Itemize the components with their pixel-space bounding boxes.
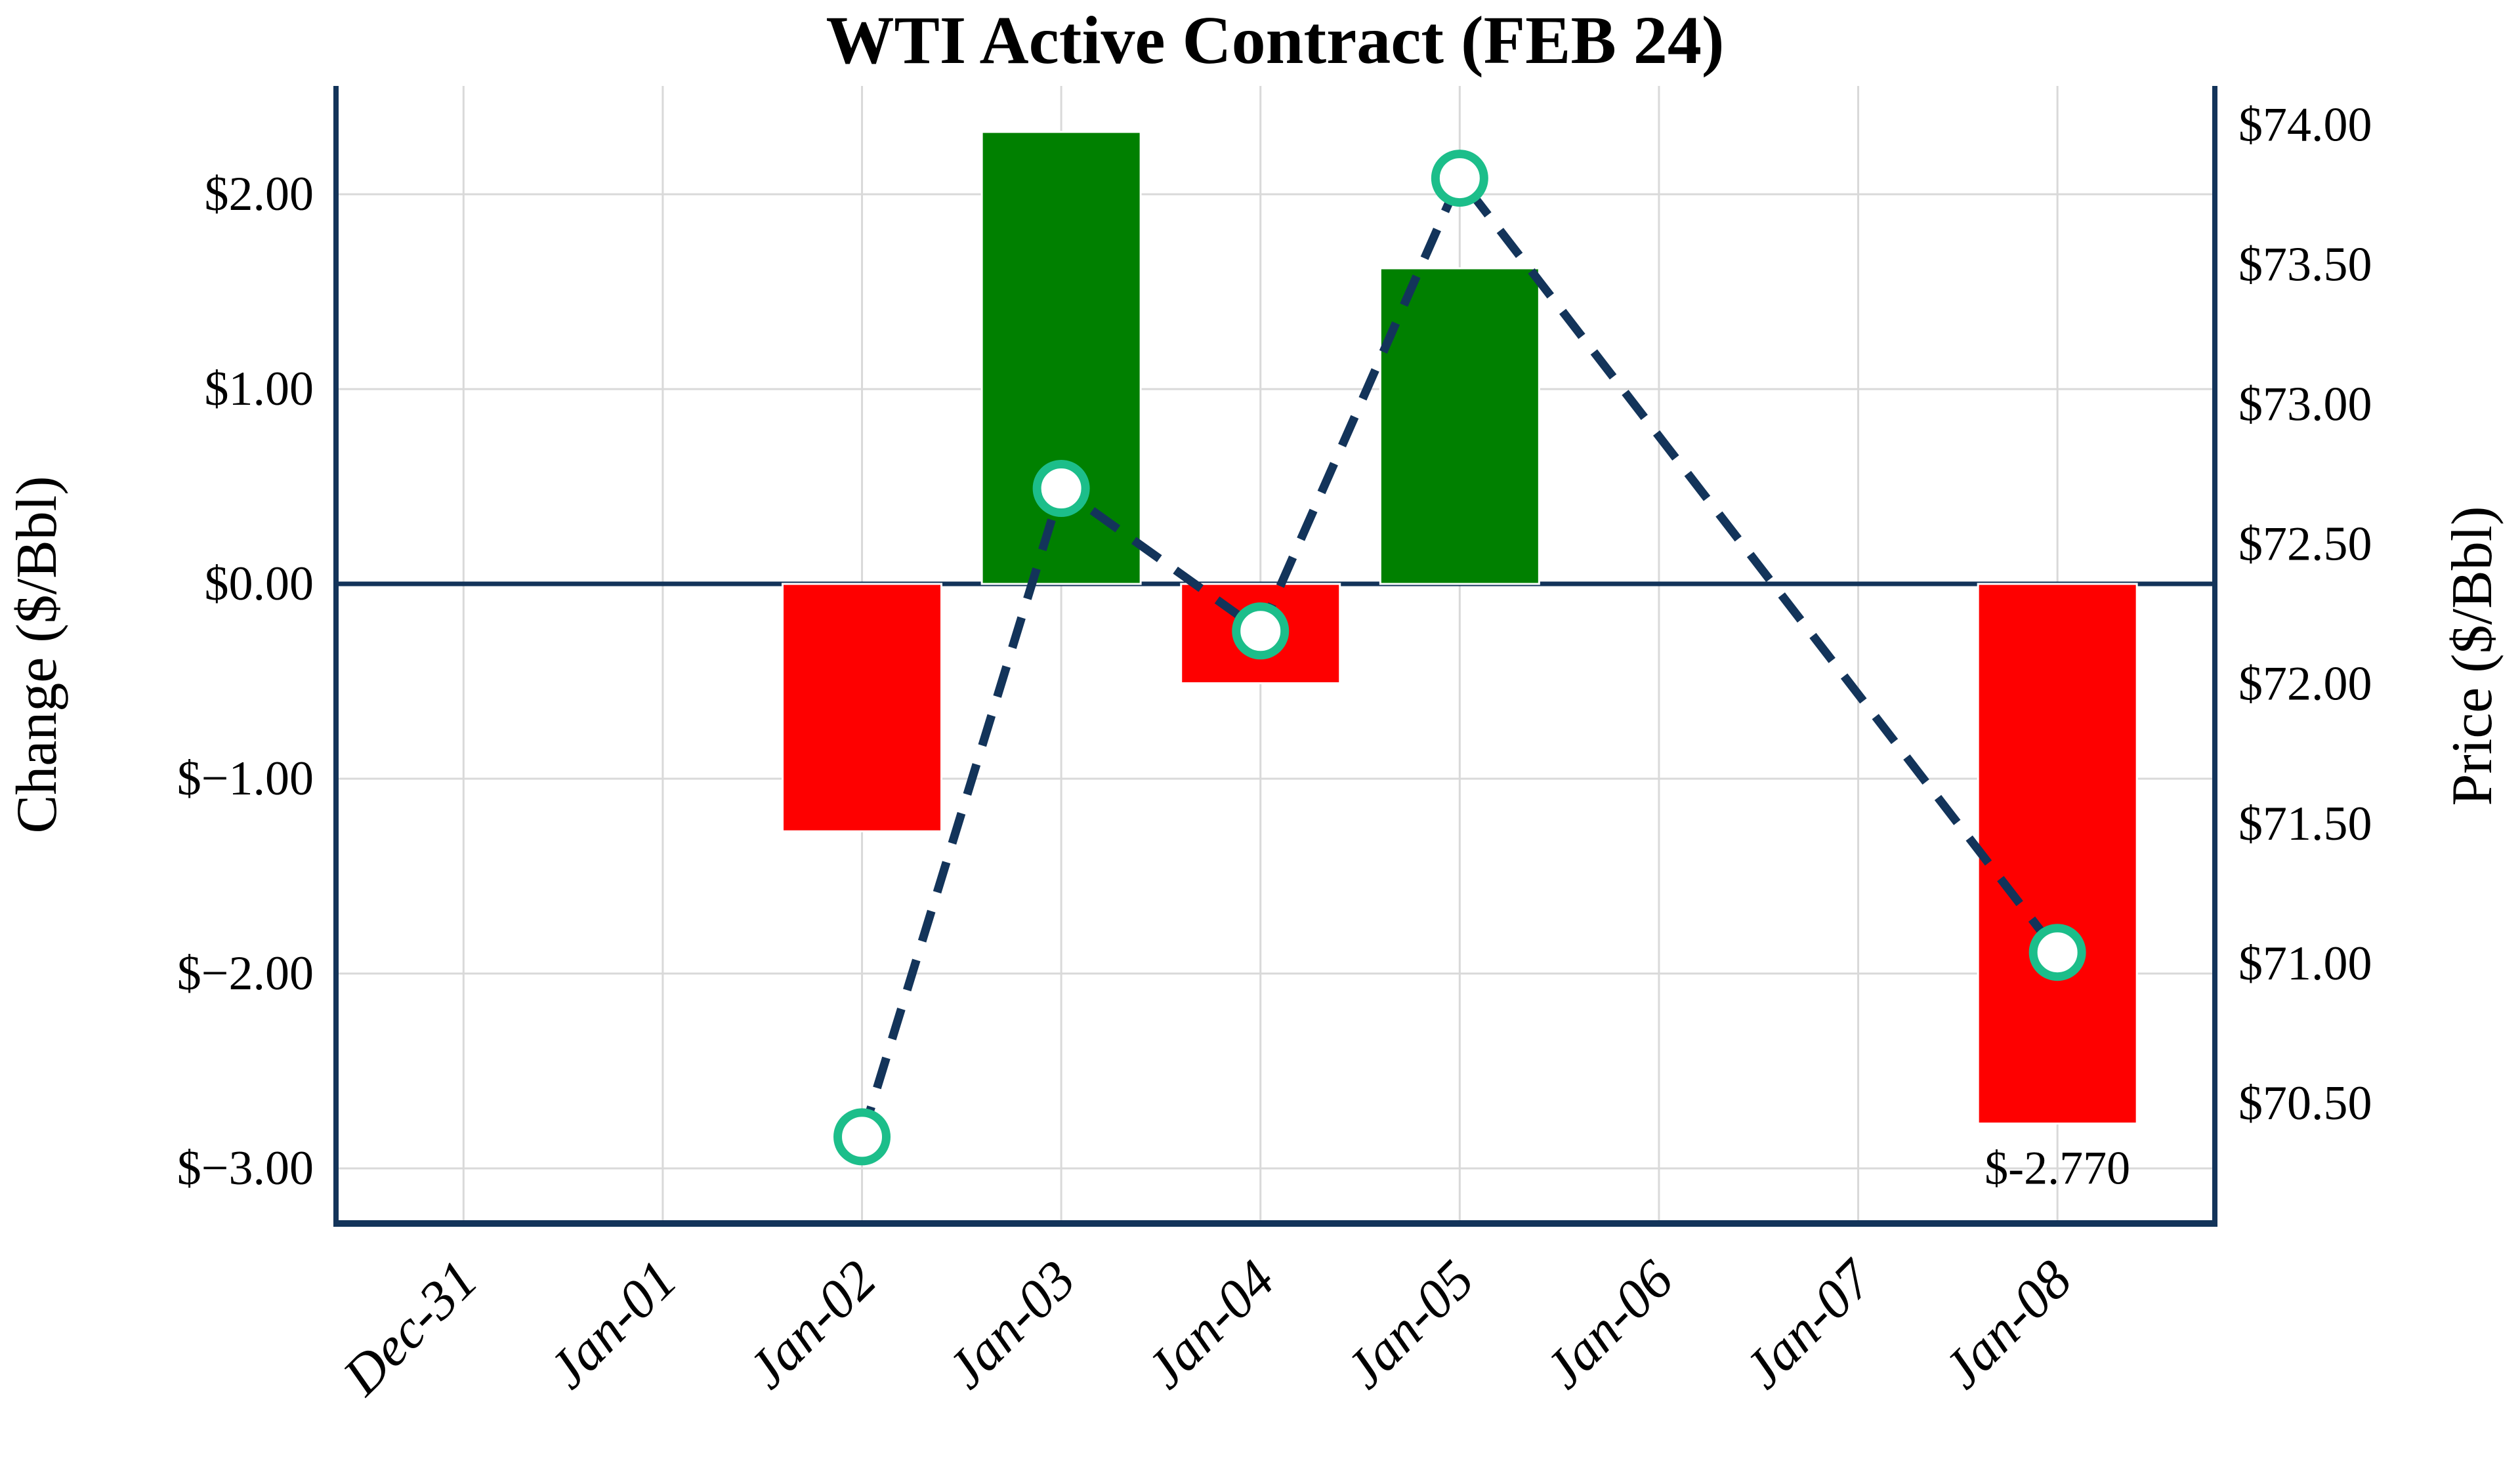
price-marker-jan-03 (1032, 460, 1090, 518)
x-tick-label-jan-01: Jan-01 (537, 1249, 689, 1401)
change-bar-jan-03 (980, 131, 1142, 585)
x-tick-label-jan-04: Jan-04 (1135, 1249, 1286, 1401)
x-axis-tick-labels: Dec-31 Jan-01 Jan-02 Jan-03 Jan-04 Jan-05 Jan-… (331, 1248, 2083, 1407)
x-tick-label-dec-31: Dec-31 (331, 1249, 489, 1407)
price-marker-jan-02 (833, 1108, 891, 1166)
right-tick-label-72: $72.00 (2238, 657, 2372, 711)
price-marker-jan-08 (2028, 924, 2086, 981)
price-marker-jan-04 (1232, 602, 1290, 660)
x-tick-label-jan-03: Jan-03 (936, 1249, 1087, 1401)
right-tick-label-71: $71.00 (2238, 937, 2372, 991)
left-axis-title: Change ($/Bbl) (5, 476, 69, 833)
left-tick-label-0: $0.00 (205, 557, 314, 611)
right-tick-label-71.5: $71.50 (2238, 797, 2372, 851)
x-tick-label-jan-06: Jan-06 (1534, 1249, 1685, 1401)
chart-title: WTI Active Contract (FEB 24) (826, 3, 1724, 78)
right-tick-label-70.5: $70.50 (2238, 1077, 2372, 1130)
price-markers (833, 150, 2086, 1166)
left-tick-label--3: $−3.00 (177, 1141, 314, 1195)
x-tick-label-jan-07: Jan-07 (1732, 1248, 1885, 1401)
price-marker-jan-05 (1431, 150, 1488, 207)
left-tick-label-2: $2.00 (205, 167, 314, 221)
right-tick-label-73: $73.00 (2238, 378, 2372, 432)
right-tick-label-73.5: $73.50 (2238, 238, 2372, 292)
right-axis-tick-labels: $74.00 $73.50 $73.00 $72.50 $72.00 $71.50 $71.… (2238, 98, 2372, 1130)
change-bars (782, 131, 2138, 1125)
left-tick-label-1: $1.00 (205, 362, 314, 416)
left-axis-tick-labels: $2.00 $1.00 $0.00 $−1.00 $−2.00 $−3.00 (177, 167, 314, 1195)
change-bar-jan-08 (1977, 583, 2138, 1125)
x-tick-label-jan-05: Jan-05 (1334, 1249, 1486, 1401)
axis-spines (333, 86, 2217, 1227)
x-tick-label-jan-08: Jan-08 (1932, 1249, 2084, 1401)
right-tick-label-74: $74.00 (2238, 98, 2372, 152)
change-bar-jan-05 (1379, 267, 1540, 585)
right-tick-label-72.5: $72.50 (2238, 518, 2372, 571)
change-annotation-label: $-2.770 (1984, 1142, 2130, 1195)
left-tick-label--2: $−2.00 (177, 947, 314, 1000)
right-axis-title: Price ($/Bbl) (2441, 506, 2504, 806)
x-tick-label-jan-02: Jan-02 (736, 1249, 888, 1401)
change-bar-jan-02 (782, 583, 943, 832)
left-tick-label--1: $−1.00 (177, 752, 314, 806)
